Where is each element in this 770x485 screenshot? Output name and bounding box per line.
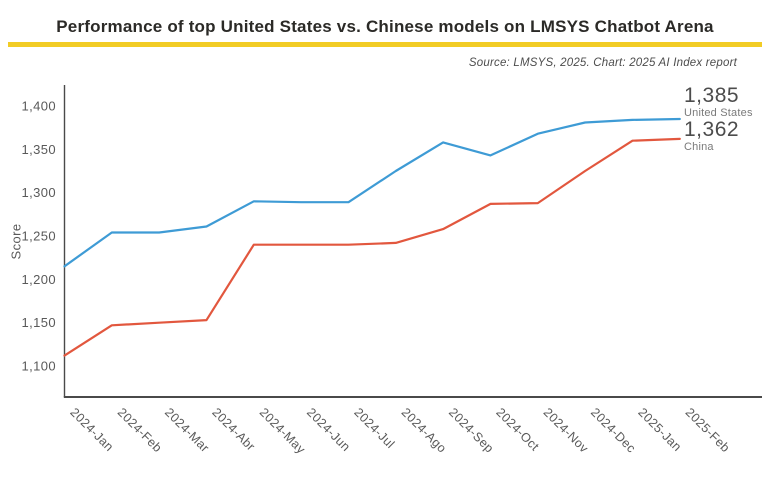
y-tick-label: 1,400 [21,99,56,114]
x-tick-label: 2024-Jul [351,405,397,451]
x-tick-label: 2025-Feb [683,405,733,455]
x-tick-label: 2024-Feb [115,405,165,455]
y-axis-title: Score [8,223,24,260]
united-states-series-name: United States [684,107,753,119]
y-tick-label: 1,350 [21,142,56,157]
x-tick-label: 2024-Ago [399,405,450,456]
series-line-china [63,137,681,357]
y-tick-label: 1,100 [21,359,56,374]
y-tick-label: 1,300 [21,185,56,200]
china-end-value: 1,362 [684,118,740,141]
series-end-label-china: 1,362 China [684,118,740,153]
x-tick-label: 2024-Abr [209,405,258,454]
y-tick-label: 1,250 [21,229,56,244]
united-states-end-value: 1,385 [684,84,740,107]
x-tick-label: 2024-Jan [67,405,116,454]
x-tick-label: 2025-Jan [635,405,684,454]
source-note: Source: LMSYS, 2025. Chart: 2025 AI Inde… [468,57,737,69]
x-tick-label: 2024-Nov [541,405,592,456]
x-tick-label: 2024-Sep [446,405,497,456]
page-title: Performance of top United States vs. Chi… [56,17,714,36]
y-tick-label: 1,200 [21,272,56,287]
x-tick-label: 2024-Dec [588,405,638,455]
y-tick-label: 1,150 [21,315,56,330]
x-tick-label: 2024-May [257,405,309,457]
china-series-name: China [684,141,714,153]
x-tick-label: 2024-Mar [162,405,212,455]
series-line-united-states [63,117,681,268]
x-tick-label: 2024-Oct [493,405,542,454]
series-end-label-united-states: 1,385 United States [684,84,753,119]
x-tick-label: 2024-Jun [304,405,353,454]
title-underline-rule [8,42,762,47]
